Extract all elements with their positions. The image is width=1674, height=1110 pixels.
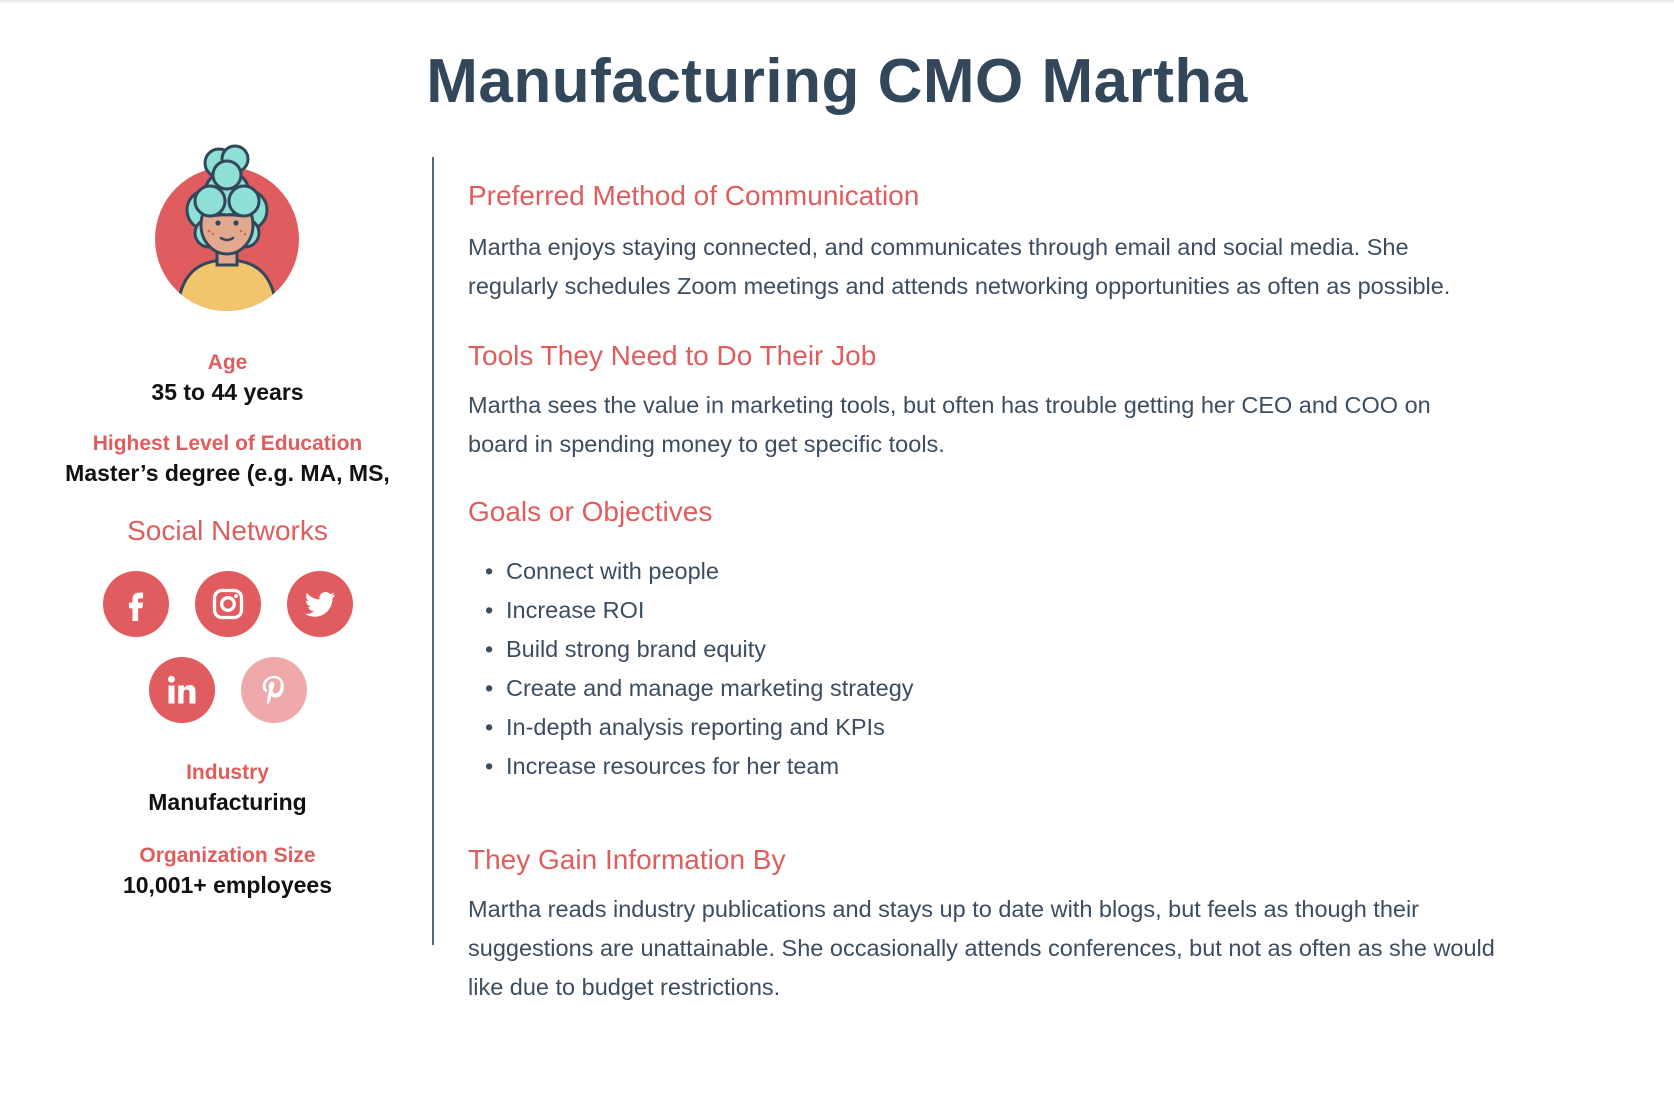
page-title: Manufacturing CMO Martha — [426, 47, 1248, 116]
pinterest-button[interactable] — [240, 657, 307, 723]
bullet: • — [485, 714, 494, 740]
goal-text: In-depth analysis reporting and KPIs — [506, 714, 885, 740]
age-label: Age — [207, 351, 248, 374]
facebook-icon — [128, 592, 143, 621]
persona-avatar-illustration — [155, 144, 299, 311]
list-item: • Build strong brand equity — [468, 630, 1558, 669]
avatar — [40, 135, 415, 340]
facebook-button[interactable] — [102, 571, 169, 637]
goal-text: Connect with people — [506, 558, 719, 584]
education-value: Master’s degree (e.g. MA, MS, — [65, 460, 390, 486]
information-heading: They Gain Information By — [468, 844, 786, 875]
social-networks-row-1 — [40, 571, 415, 637]
persona-details: Preferred Method of Communication Martha… — [468, 180, 1558, 1007]
industry-label: Industry — [186, 761, 269, 784]
tools-line: board in spending money to get specific … — [468, 431, 945, 457]
education-label: Highest Level of Education — [92, 432, 363, 455]
tools-heading: Tools They Need to Do Their Job — [468, 340, 877, 371]
instagram-icon — [212, 588, 243, 620]
organization-size-label: Organization Size — [139, 844, 316, 867]
tools-line: Martha sees the value in marketing tools… — [468, 392, 1431, 418]
top-edge-shadow — [0, 0, 1674, 4]
organization-size-value: 10,001+ employees — [122, 872, 333, 898]
list-item: • Connect with people — [468, 552, 1558, 591]
communication-line: regularly schedules Zoom meetings and at… — [468, 273, 1451, 299]
bullet: • — [485, 636, 494, 662]
information-line: Martha reads industry publications and s… — [468, 896, 1420, 922]
bullet: • — [485, 597, 494, 623]
goals-list: • Connect with people • Increase ROI • Buil… — [468, 552, 1558, 786]
pinterest-icon — [262, 675, 284, 705]
goal-text: Build strong brand equity — [506, 636, 766, 662]
linkedin-icon — [167, 675, 195, 704]
information-line: like due to budget restrictions. — [468, 974, 781, 1000]
goal-text: Create and manage marketing strategy — [506, 675, 914, 701]
goals-heading: Goals or Objectives — [468, 496, 713, 527]
persona-sidebar: Age 35 to 44 years Highest Level of Educ… — [40, 135, 415, 899]
list-item: • Increase resources for her team — [468, 747, 1558, 786]
bullet: • — [485, 753, 494, 779]
information-line: suggestions are unattainable. She occasi… — [468, 935, 1495, 961]
list-item: • Create and manage marketing strategy — [468, 669, 1558, 708]
age-value: 35 to 44 years — [151, 379, 304, 405]
list-item: • In-depth analysis reporting and KPIs — [468, 708, 1558, 747]
communication-heading: Preferred Method of Communication — [468, 180, 920, 211]
goal-text: Increase resources for her team — [506, 753, 840, 779]
instagram-button[interactable] — [194, 571, 261, 637]
social-networks-title: Social Networks — [127, 515, 328, 546]
twitter-icon — [304, 591, 335, 617]
bullet: • — [485, 558, 494, 584]
industry-value: Manufacturing — [148, 789, 307, 815]
communication-line: Martha enjoys staying connected, and com… — [468, 234, 1409, 260]
social-networks-row-2 — [40, 657, 415, 723]
goal-text: Increase ROI — [506, 597, 645, 623]
linkedin-button[interactable] — [148, 657, 215, 723]
list-item: • Increase ROI — [468, 591, 1558, 630]
bullet: • — [485, 675, 494, 701]
twitter-button[interactable] — [286, 571, 353, 637]
vertical-divider — [432, 157, 434, 945]
